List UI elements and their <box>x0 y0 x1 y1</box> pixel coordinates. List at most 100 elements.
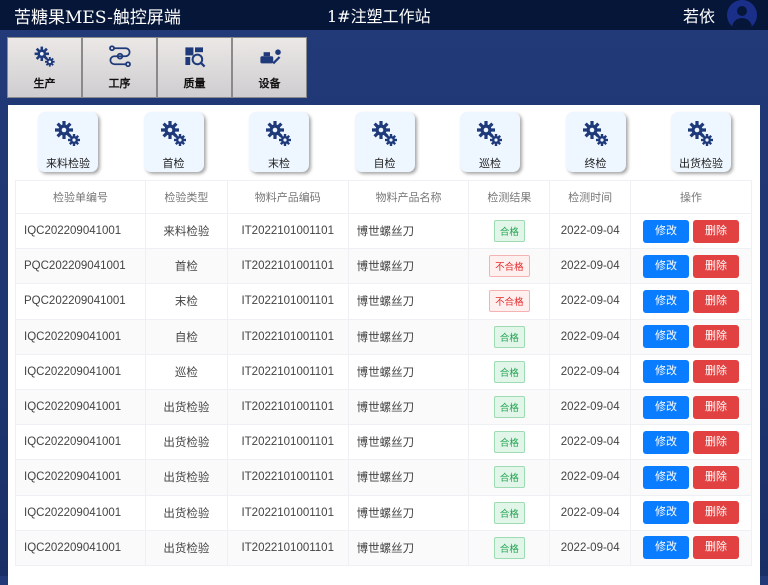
nav-production[interactable]: 生产 <box>7 37 82 98</box>
delete-button[interactable]: 删除 <box>693 395 740 419</box>
category-label: 末检 <box>268 158 290 170</box>
delete-button[interactable]: 删除 <box>693 219 740 243</box>
inspection-no: IQC202209041001 <box>15 388 146 426</box>
nav-label: 质量 <box>183 77 206 90</box>
edit-button[interactable]: 修改 <box>643 325 690 349</box>
inspection-date: 2022-09-04 <box>549 283 632 320</box>
delete-button[interactable]: 删除 <box>693 325 740 349</box>
edit-button[interactable]: 修改 <box>643 501 690 525</box>
material-code: IT2022101001101 <box>226 318 349 355</box>
gears-icon <box>477 121 502 146</box>
material-code: IT2022101001101 <box>226 459 349 496</box>
avatar-icon[interactable] <box>727 0 757 30</box>
inspection-date: 2022-09-04 <box>549 212 632 250</box>
gears-icon <box>34 46 55 67</box>
inspection-no: IQC202209041001 <box>15 353 146 390</box>
table-row[interactable]: IQC202209041001 巡检 IT2022101001101 博世螺丝刀… <box>15 353 752 390</box>
nav-quality[interactable]: 质量 <box>157 37 232 98</box>
column-header: 检验单编号 <box>15 180 146 214</box>
result-badge: 合格 <box>493 501 525 524</box>
result-badge: 不合格 <box>489 255 530 278</box>
column-header: 检测结果 <box>468 180 551 214</box>
delete-button[interactable]: 删除 <box>693 289 740 313</box>
app-title: 苦糖果MES-触控屏端 <box>14 8 181 28</box>
result-badge: 合格 <box>493 466 525 489</box>
result-badge: 合格 <box>493 360 525 383</box>
category-button[interactable]: 末检 <box>249 112 309 172</box>
table-row[interactable]: IQC202209041001 出货检验 IT2022101001101 博世螺… <box>15 388 752 426</box>
material-code: IT2022101001101 <box>226 424 349 461</box>
equipment-icon <box>259 48 281 64</box>
inspection-type: 自检 <box>144 318 228 355</box>
table-row[interactable]: IQC202209041001 出货检验 IT2022101001101 博世螺… <box>15 494 752 531</box>
table-row[interactable]: IQC202209041001 出货检验 IT2022101001101 博世螺… <box>15 459 752 496</box>
inspection-no: IQC202209041001 <box>15 424 146 461</box>
category-button[interactable]: 自检 <box>354 112 415 172</box>
gears-icon <box>160 121 186 146</box>
column-header: 检验类型 <box>144 180 228 214</box>
edit-button[interactable]: 修改 <box>643 465 690 489</box>
inspection-no: IQC202209041001 <box>15 318 146 355</box>
material-code: IT2022101001101 <box>226 212 349 250</box>
category-button[interactable]: 终检 <box>565 112 626 172</box>
result-badge: 合格 <box>493 536 525 559</box>
category-button[interactable]: 出货检验 <box>671 112 731 172</box>
inspection-type: 出货检验 <box>144 424 228 461</box>
delete-button[interactable]: 删除 <box>693 254 740 278</box>
category-button[interactable]: 首检 <box>143 112 204 172</box>
material-code: IT2022101001101 <box>226 494 349 531</box>
edit-button[interactable]: 修改 <box>643 536 690 560</box>
station-name: 1#注塑工作站 <box>327 7 431 26</box>
edit-button[interactable]: 修改 <box>643 254 690 278</box>
gears-icon <box>55 121 80 146</box>
material-code: IT2022101001101 <box>226 248 349 285</box>
material-name: 博世螺丝刀 <box>347 494 470 531</box>
delete-button[interactable]: 删除 <box>693 430 740 454</box>
nav-process[interactable]: 工序 <box>82 37 157 98</box>
nav-label: 设备 <box>258 77 281 90</box>
table-row[interactable]: PQC202209041001 首检 IT2022101001101 博世螺丝刀… <box>15 248 752 285</box>
inspection-type: 出货检验 <box>144 388 228 426</box>
inspection-no: PQC202209041001 <box>15 283 146 320</box>
material-code: IT2022101001101 <box>226 283 349 320</box>
inspection-type: 来料检验 <box>144 212 228 250</box>
table-row[interactable]: IQC202209041001 出货检验 IT2022101001101 博世螺… <box>15 529 752 566</box>
result-badge: 合格 <box>493 325 525 348</box>
category-label: 首检 <box>162 158 185 170</box>
material-code: IT2022101001101 <box>226 388 349 426</box>
delete-button[interactable]: 删除 <box>693 536 740 560</box>
main-panel: 来料检验 首检 末检 自检 巡检 终检 出货检验 检验单编号 检验类型 物料产品编码 物料产品名称… <box>8 105 760 585</box>
inspection-date: 2022-09-04 <box>549 388 632 426</box>
delete-button[interactable]: 删除 <box>693 360 740 384</box>
category-button[interactable]: 巡检 <box>460 112 520 172</box>
edit-button[interactable]: 修改 <box>643 360 690 384</box>
result-badge: 合格 <box>493 220 525 243</box>
gears-icon <box>266 121 291 146</box>
inspection-date: 2022-09-04 <box>549 353 632 390</box>
user-name[interactable]: 若依 <box>683 7 716 26</box>
result-badge: 不合格 <box>489 290 530 313</box>
edit-button[interactable]: 修改 <box>643 430 690 454</box>
delete-button[interactable]: 删除 <box>693 501 740 525</box>
inspection-type: 巡检 <box>144 353 228 390</box>
nav-equipment[interactable]: 设备 <box>232 37 307 98</box>
column-header: 物料产品名称 <box>347 180 470 214</box>
inspection-date: 2022-09-04 <box>549 318 632 355</box>
gears-icon <box>582 121 608 146</box>
edit-button[interactable]: 修改 <box>643 289 690 313</box>
column-header: 物料产品编码 <box>226 180 349 214</box>
gears-icon <box>371 121 397 146</box>
delete-button[interactable]: 删除 <box>693 465 740 489</box>
inspection-type: 首检 <box>144 248 228 285</box>
category-label: 出货检验 <box>679 158 723 170</box>
edit-button[interactable]: 修改 <box>643 395 690 419</box>
table-row[interactable]: PQC202209041001 末检 IT2022101001101 博世螺丝刀… <box>15 283 752 320</box>
inspection-type: 末检 <box>144 283 228 320</box>
table-row[interactable]: IQC202209041001 来料检验 IT2022101001101 博世螺… <box>15 212 752 250</box>
table-row[interactable]: IQC202209041001 出货检验 IT2022101001101 博世螺… <box>15 424 752 461</box>
result-badge: 合格 <box>493 396 525 419</box>
table-row[interactable]: IQC202209041001 自检 IT2022101001101 博世螺丝刀… <box>15 318 752 355</box>
category-button[interactable]: 来料检验 <box>38 112 98 172</box>
edit-button[interactable]: 修改 <box>643 219 690 243</box>
inspection-date: 2022-09-04 <box>549 424 632 461</box>
